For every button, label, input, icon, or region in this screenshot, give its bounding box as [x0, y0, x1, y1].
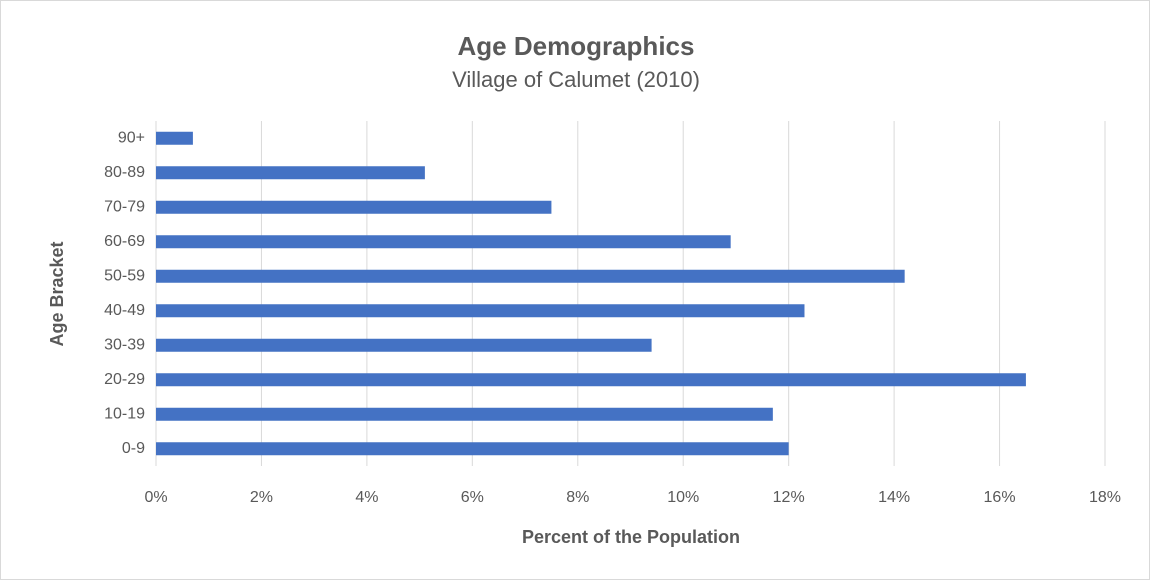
chart-subtitle: Village of Calumet (2010) [452, 67, 700, 92]
x-tick-label: 14% [878, 489, 910, 506]
bar [156, 166, 425, 180]
y-tick-label: 80-89 [104, 164, 145, 181]
x-tick-label: 8% [566, 489, 589, 506]
y-tick-label: 90+ [118, 129, 145, 146]
x-tick-label: 6% [461, 489, 484, 506]
x-tick-label: 2% [250, 489, 273, 506]
chart-title: Age Demographics [458, 31, 695, 61]
x-tick-label: 0% [144, 489, 167, 506]
y-tick-label: 70-79 [104, 198, 145, 215]
bar [156, 304, 805, 318]
y-tick-label: 40-49 [104, 302, 145, 319]
y-tick-label: 20-29 [104, 371, 145, 388]
bar [156, 442, 789, 456]
x-tick-label: 12% [773, 489, 805, 506]
y-tick-label: 0-9 [122, 440, 145, 457]
y-tick-label: 50-59 [104, 267, 145, 284]
x-axis-label: Percent of the Population [522, 527, 740, 547]
bar [156, 131, 193, 145]
y-tick-label: 30-39 [104, 336, 145, 353]
bar [156, 269, 905, 283]
y-tick-label: 10-19 [104, 405, 145, 422]
y-axis-label: Age Bracket [47, 241, 67, 346]
y-tick-label: 60-69 [104, 233, 145, 250]
x-tick-label: 16% [984, 489, 1016, 506]
x-tick-label: 4% [355, 489, 378, 506]
bar [156, 235, 731, 249]
x-tick-label: 18% [1089, 489, 1121, 506]
bar [156, 338, 652, 352]
bar [156, 407, 773, 421]
x-tick-label: 10% [667, 489, 699, 506]
bar [156, 373, 1026, 387]
bar [156, 200, 552, 214]
